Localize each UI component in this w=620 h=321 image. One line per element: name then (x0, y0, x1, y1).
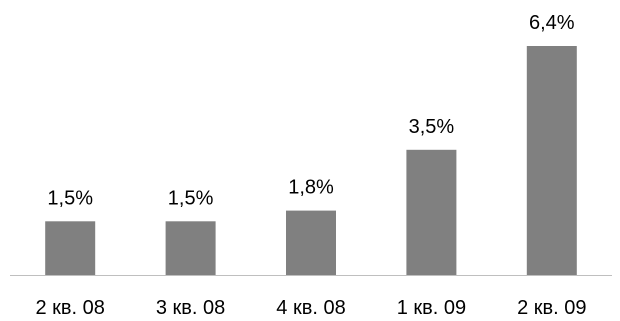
data-label-5: 6,4% (529, 12, 575, 34)
category-label-2: 3 кв. 08 (156, 297, 225, 319)
category-label-1: 2 кв. 08 (35, 297, 104, 319)
bar-3 (286, 210, 336, 275)
bars-group (45, 46, 577, 275)
bar-4 (406, 149, 457, 275)
data-label-2: 1,5% (168, 187, 214, 209)
category-label-5: 2 кв. 09 (517, 297, 586, 319)
bar-5 (526, 46, 577, 275)
category-label-3: 4 кв. 08 (276, 297, 345, 319)
category-labels-group: 2 кв. 08 3 кв. 08 4 кв. 08 1 кв. 09 2 кв. 09 (35, 297, 586, 319)
bar-2 (165, 221, 216, 275)
data-label-4: 3,5% (409, 116, 455, 138)
data-label-1: 1,5% (47, 187, 93, 209)
category-label-4: 1 кв. 09 (397, 297, 466, 319)
data-label-3: 1,8% (288, 177, 334, 199)
bar-1 (45, 221, 96, 275)
data-labels-group: 1,5% 1,5% 1,8% 3,5% 6,4% (47, 12, 574, 209)
